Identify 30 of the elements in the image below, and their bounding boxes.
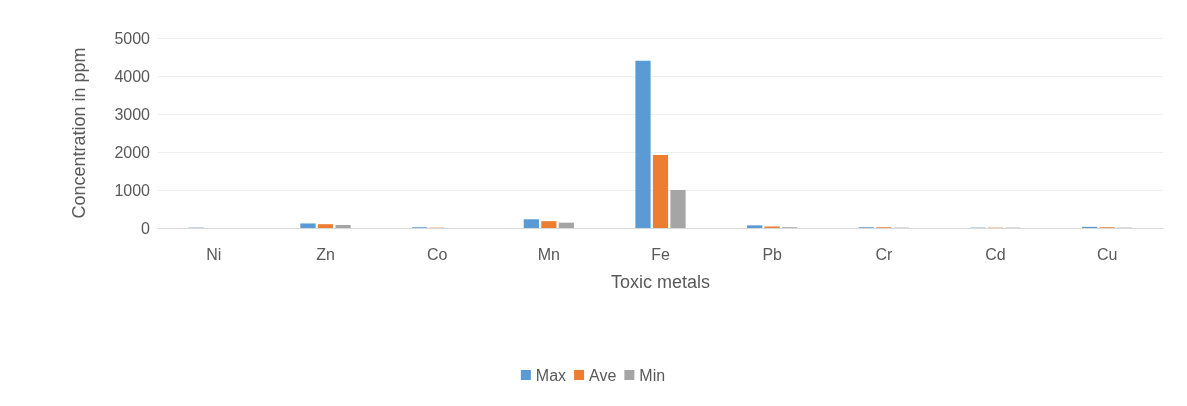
x-axis-title: Toxic metals xyxy=(610,272,711,292)
x-tick-label: Mn xyxy=(537,245,560,263)
y-tick-label: 2000 xyxy=(114,143,151,161)
x-tick-label: Cu xyxy=(1096,245,1118,263)
legend-label: Ave xyxy=(589,366,617,384)
y-axis-title: Concentration in ppm xyxy=(69,47,89,219)
x-tick-label: Ni xyxy=(206,245,222,263)
legend-label: Max xyxy=(535,366,567,384)
bar xyxy=(558,222,574,228)
x-tick-label: Co xyxy=(426,245,448,263)
bar xyxy=(523,219,539,228)
x-tick-label: Cd xyxy=(985,245,1006,263)
bar xyxy=(300,223,316,228)
y-tick-label: 5000 xyxy=(114,29,151,47)
x-tick-label: Cr xyxy=(875,245,893,263)
y-tick-label: 1000 xyxy=(114,181,151,199)
x-tick-label: Fe xyxy=(651,245,670,263)
bar xyxy=(635,60,651,228)
bar xyxy=(670,190,686,228)
bar xyxy=(747,225,763,228)
x-tick-label: Zn xyxy=(316,245,335,263)
bar xyxy=(541,221,557,228)
x-tick-label: Pb xyxy=(762,245,783,263)
bar xyxy=(317,224,334,228)
y-tick-label: 3000 xyxy=(114,105,151,123)
y-tick-label: 0 xyxy=(141,219,151,237)
legend-label: Min xyxy=(639,366,666,384)
y-tick-label: 4000 xyxy=(114,67,151,85)
bar xyxy=(652,155,669,228)
bar xyxy=(335,224,351,228)
